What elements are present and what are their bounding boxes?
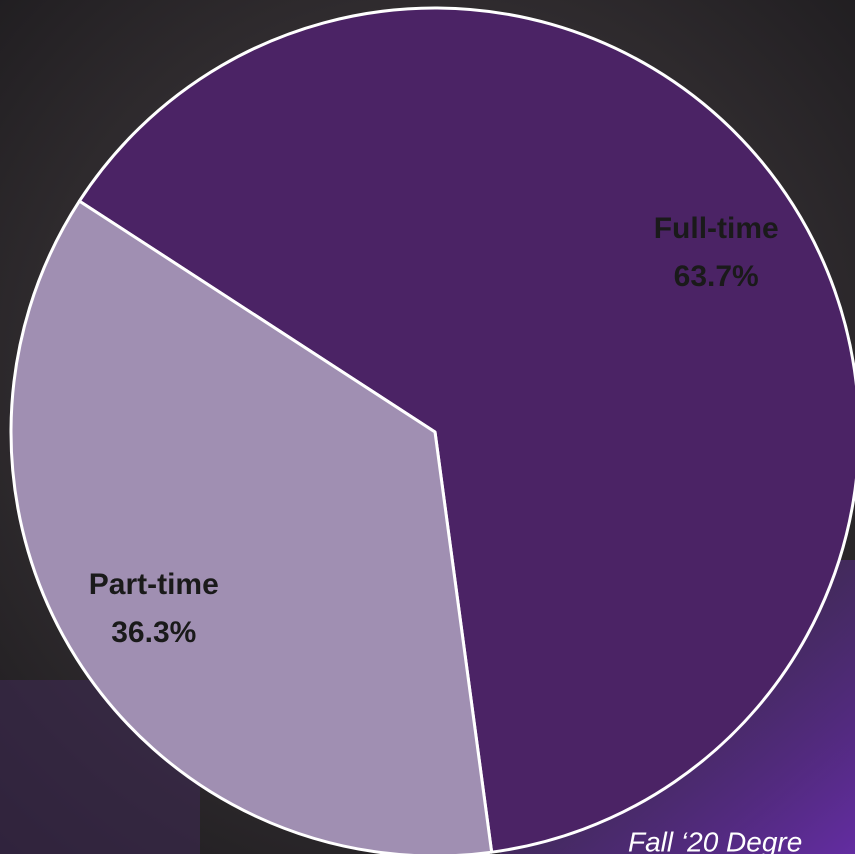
- pie-slice: [9, 199, 494, 854]
- pie: [9, 6, 855, 854]
- value-label: 63.7%: [674, 260, 759, 293]
- pie-slice: [77, 6, 855, 854]
- caption: Fall ‘20 Degre: [628, 826, 802, 854]
- value-label: 36.3%: [111, 616, 196, 649]
- labels: Full-time 63.7% Part-time 36.3%: [89, 212, 779, 649]
- slice-label: Full-time: [654, 212, 779, 245]
- slice-label: Part-time: [89, 568, 219, 601]
